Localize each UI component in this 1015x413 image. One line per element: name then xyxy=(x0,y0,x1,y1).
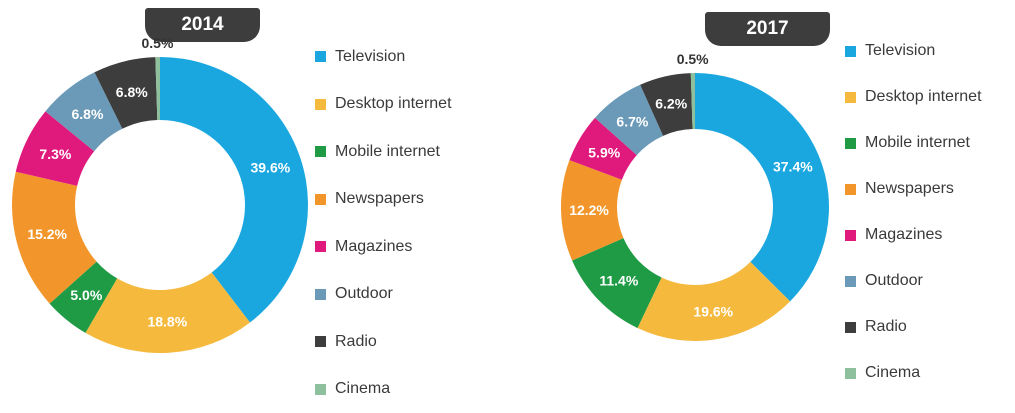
legend-swatch xyxy=(845,46,856,57)
data-label-magazines: 7.3% xyxy=(39,146,71,162)
legend-swatch xyxy=(845,368,856,379)
legend-label: Mobile internet xyxy=(865,134,970,152)
legend-swatch xyxy=(315,384,326,395)
data-label-television: 39.6% xyxy=(250,160,290,176)
data-label-newspapers: 15.2% xyxy=(27,226,67,242)
legend-label: Desktop internet xyxy=(335,95,452,113)
legend-label: Newspapers xyxy=(335,190,424,208)
chart-2014: 2014 39.6%18.8%5.0%15.2%7.3%6.8%6.8%0.5%… xyxy=(0,0,500,383)
legend-swatch xyxy=(315,241,326,252)
legend-swatch xyxy=(315,289,326,300)
legend: Television Desktop internet Mobile interne… xyxy=(315,33,452,413)
data-label-magazines: 5.9% xyxy=(588,144,620,160)
legend-item-outdoor: Outdoor xyxy=(845,258,982,304)
donut-chart: 39.6%18.8%5.0%15.2%7.3%6.8%6.8%0.5% xyxy=(10,55,310,355)
legend-item-cinema: Cinema xyxy=(315,366,452,413)
legend-label: Magazines xyxy=(865,226,942,244)
data-label-desktop-internet: 19.6% xyxy=(693,303,733,319)
donut-chart: 37.4%19.6%11.4%12.2%5.9%6.7%6.2%0.5% xyxy=(550,62,840,352)
legend-label: Television xyxy=(335,48,405,66)
chart-2017: 2017 37.4% 19.6% 11.4% 12.2% 5.9% 6.7% 6.2% 0.5… xyxy=(515,0,1015,383)
legend: Television Desktop internet Mobile interne… xyxy=(845,28,982,396)
legend-swatch xyxy=(845,184,856,195)
data-label-outdoor: 6.7% xyxy=(616,113,648,129)
legend-item-newspapers: Newspapers xyxy=(845,166,982,212)
legend-item-magazines: Magazines xyxy=(845,212,982,258)
legend-swatch xyxy=(315,146,326,157)
legend-swatch xyxy=(845,230,856,241)
legend-swatch xyxy=(845,322,856,333)
legend-label: Outdoor xyxy=(865,272,923,290)
legend-swatch xyxy=(845,138,856,149)
legend-swatch xyxy=(845,92,856,103)
legend-item-radio: Radio xyxy=(845,304,982,350)
legend-item-television: Television xyxy=(315,33,452,81)
legend-swatch xyxy=(845,276,856,287)
legend-label: Outdoor xyxy=(335,285,393,303)
legend-item-radio: Radio xyxy=(315,318,452,366)
legend-label: Television xyxy=(865,42,935,60)
data-label-cinema: 0.5% xyxy=(677,51,709,67)
legend-item-mobile-internet: Mobile internet xyxy=(845,120,982,166)
legend-item-outdoor: Outdoor xyxy=(315,271,452,319)
legend-label: Radio xyxy=(335,333,377,351)
legend-label: Radio xyxy=(865,318,907,336)
data-label-radio: 6.8% xyxy=(116,84,148,100)
legend-item-magazines: Magazines xyxy=(315,223,452,271)
legend-label: Mobile internet xyxy=(335,143,440,161)
legend-label: Desktop internet xyxy=(865,88,982,106)
data-label-newspapers: 12.2% xyxy=(569,202,609,218)
chart-title: 2017 xyxy=(705,12,830,46)
legend-label: Magazines xyxy=(335,238,412,256)
data-label-radio: 6.2% xyxy=(655,96,687,112)
data-label-television: 37.4% xyxy=(773,158,813,174)
legend-item-desktop-internet: Desktop internet xyxy=(315,81,452,129)
legend-swatch xyxy=(315,194,326,205)
legend-item-newspapers: Newspapers xyxy=(315,176,452,224)
legend-item-mobile-internet: Mobile internet xyxy=(315,128,452,176)
data-label-desktop-internet: 18.8% xyxy=(147,313,187,329)
data-label-mobile-internet: 5.0% xyxy=(70,287,102,303)
legend-item-desktop-internet: Desktop internet xyxy=(845,74,982,120)
legend-item-television: Television xyxy=(845,28,982,74)
legend-swatch xyxy=(315,51,326,62)
legend-label: Newspapers xyxy=(865,180,954,198)
slice-television xyxy=(695,73,829,301)
slice-television xyxy=(160,57,308,323)
legend-swatch xyxy=(315,99,326,110)
legend-label: Cinema xyxy=(865,364,920,382)
data-label-cinema: 0.5% xyxy=(141,35,173,51)
data-label-outdoor: 6.8% xyxy=(71,106,103,122)
legend-item-cinema: Cinema xyxy=(845,350,982,396)
legend-swatch xyxy=(315,336,326,347)
data-label-mobile-internet: 11.4% xyxy=(599,273,638,289)
